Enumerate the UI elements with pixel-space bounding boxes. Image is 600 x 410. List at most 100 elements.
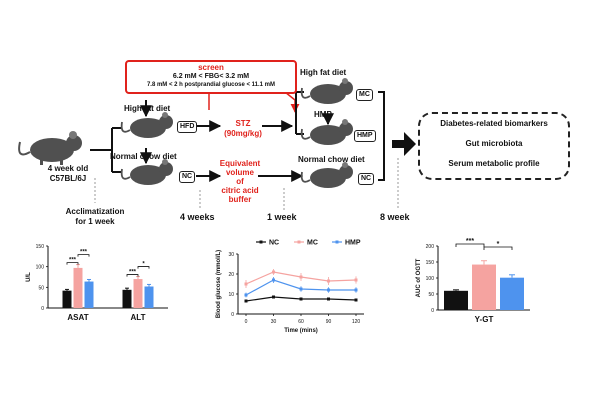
- data-point: [354, 298, 358, 302]
- y-tick-label: 0: [231, 312, 234, 318]
- bar: [444, 290, 468, 310]
- significance-bracket: [77, 254, 90, 257]
- charts-area: 050100150U/LASAT******ALT****0102030Bloo…: [26, 238, 530, 334]
- significance-bracket: [483, 246, 513, 250]
- mouse-icon: [300, 78, 353, 104]
- data-point: [327, 279, 330, 283]
- legend-marker: [259, 240, 263, 244]
- bar: [73, 267, 83, 308]
- bar: [122, 289, 132, 308]
- x-tick-label: ASAT: [67, 313, 88, 322]
- right-mid-label: HMP: [314, 110, 332, 119]
- legend-label: MC: [307, 240, 318, 247]
- significance-label: ***: [466, 238, 474, 245]
- x-tick-label: 90: [326, 319, 332, 325]
- data-point: [327, 288, 330, 292]
- legend-marker: [335, 240, 339, 244]
- x-tick-label: 30: [271, 319, 277, 325]
- bar: [500, 277, 524, 310]
- y-tick-label: 30: [228, 252, 234, 258]
- data-point: [354, 278, 358, 282]
- mouse-icon: [120, 112, 173, 138]
- y-tick-label: 20: [228, 272, 234, 278]
- outcome-microbiota: Gut microbiota: [465, 139, 523, 148]
- y-tick-label: 0: [41, 306, 44, 312]
- right-top-diet-label: High fat diet: [300, 68, 347, 77]
- tag-nc: NC: [179, 171, 196, 183]
- mouse-icon: [300, 162, 353, 188]
- data-point: [244, 299, 248, 303]
- schematic-diagram: [18, 75, 416, 210]
- legend-label: HMP: [345, 240, 361, 247]
- screen-criterion-pbg: 7.8 mM < 2 h postprandial glucose < 11.1…: [146, 82, 276, 88]
- x-axis-label: Time (mins): [284, 328, 318, 334]
- x-tick-label: ALT: [131, 313, 146, 322]
- data-point: [327, 297, 330, 301]
- screen-criterion-fbg: 6.2 mM < FBG< 3.2 mM: [172, 73, 250, 80]
- bar: [133, 279, 143, 308]
- mouse-icon: [300, 119, 353, 145]
- start-mice-label: 4 week old C57BL/6J: [47, 164, 89, 183]
- x-tick-label: Y-GT: [475, 315, 494, 324]
- y-tick-label: 150: [36, 244, 45, 250]
- significance-label: ***: [80, 250, 88, 256]
- lower-diet-label: Normal chow diet: [110, 152, 177, 161]
- bar: [62, 290, 72, 308]
- big-arrow-icon: [392, 132, 416, 156]
- significance-label: ***: [69, 258, 77, 264]
- screen-title: screen: [198, 63, 224, 72]
- tag-nc-right: NC: [358, 173, 375, 185]
- data-point: [244, 282, 248, 286]
- significance-label: *: [142, 262, 145, 268]
- data-point: [354, 288, 358, 292]
- y-tick-label: 100: [426, 276, 435, 282]
- bar: [144, 286, 154, 308]
- data-point: [299, 287, 303, 291]
- y-tick-label: 10: [228, 292, 234, 298]
- data-point: [272, 278, 275, 282]
- y-axis-label: U/L: [26, 272, 32, 282]
- tag-hfd: HFD: [177, 121, 198, 133]
- acclimatization-label: Acclimatization for 1 week: [65, 207, 125, 226]
- timeline-1-week: 1 week: [267, 212, 297, 222]
- legend-marker: [297, 240, 301, 244]
- tag-mc: MC: [356, 89, 373, 101]
- y-tick-label: 100: [36, 265, 45, 271]
- outcomes-box: Diabetes-related biomarkers Gut microbio…: [418, 112, 570, 180]
- y-axis-label: AUC of OGTT: [416, 258, 422, 297]
- y-tick-label: 200: [426, 244, 435, 250]
- outcome-biomarkers: Diabetes-related biomarkers: [440, 119, 548, 128]
- data-point: [299, 275, 303, 279]
- significance-label: ***: [129, 270, 137, 276]
- x-tick-label: 60: [298, 319, 304, 325]
- x-tick-label: 120: [352, 319, 361, 325]
- bar: [472, 264, 496, 310]
- right-bottom-diet-label: Normal chow diet: [298, 155, 365, 164]
- y-tick-label: 0: [431, 308, 434, 314]
- bar: [84, 281, 94, 308]
- significance-label: *: [497, 241, 500, 248]
- upper-diet-label: High fat diet: [124, 104, 171, 113]
- outcome-metabolic: Serum metabolic profile: [448, 159, 540, 168]
- vehicle-label: Equivalent volume of citric acid buffer: [219, 159, 261, 204]
- significance-bracket: [455, 243, 485, 247]
- y-axis-label: Blood glucose (mmol/L): [216, 250, 222, 318]
- y-tick-label: 150: [426, 260, 435, 266]
- significance-bracket: [137, 266, 150, 269]
- data-point: [299, 297, 303, 301]
- data-point: [244, 293, 248, 297]
- screen-criteria-box: screen 6.2 mM < FBG< 3.2 mM 7.8 mM < 2 h…: [125, 60, 297, 94]
- data-point: [272, 295, 275, 299]
- mouse-icon: [120, 159, 173, 185]
- significance-bracket: [126, 274, 139, 277]
- x-tick-label: 0: [245, 319, 248, 325]
- data-point: [272, 270, 275, 274]
- y-tick-label: 50: [428, 292, 434, 298]
- y-tick-label: 50: [38, 285, 44, 291]
- significance-bracket: [66, 262, 79, 265]
- stz-label: STZ (90mg/kg): [224, 119, 262, 138]
- legend-label: NC: [269, 240, 279, 247]
- mouse-icon: [18, 131, 82, 165]
- timeline-8-week: 8 week: [380, 212, 410, 222]
